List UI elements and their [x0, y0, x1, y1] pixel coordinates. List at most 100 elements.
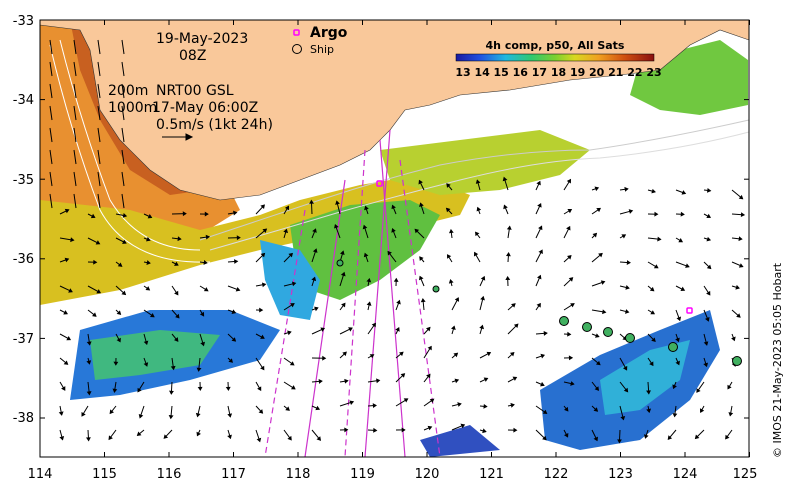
current-vector-head	[109, 409, 114, 415]
current-vector	[121, 105, 125, 121]
current-vector-head	[646, 390, 651, 395]
x-axis-labels: 114 115 116 117 118 119 120 121 122 123 …	[28, 467, 758, 482]
ship-marker[interactable]	[603, 327, 613, 337]
current-vector	[49, 171, 53, 187]
current-vector-head	[387, 250, 392, 256]
argo-float[interactable]	[686, 307, 693, 314]
current-vector-head	[542, 435, 547, 441]
current-vector-head	[593, 407, 599, 412]
current-vector-head	[342, 351, 347, 357]
current-vector-head	[536, 180, 541, 186]
colorbar-tick-label: 20	[589, 66, 605, 79]
current-vector-head	[145, 286, 151, 291]
current-vector-head	[287, 330, 292, 336]
lon-tick-label: 118	[286, 467, 311, 482]
current-vector-head	[147, 213, 153, 219]
current-vector-head	[290, 385, 296, 390]
current-vector-head	[419, 202, 424, 208]
current-vector-head	[399, 351, 404, 357]
current-vector-head	[372, 403, 377, 409]
current-vector-head	[564, 406, 569, 412]
argo-float[interactable]	[376, 180, 383, 187]
current-vectors	[49, 39, 746, 444]
current-vector-head	[200, 341, 205, 347]
current-vector-head	[314, 306, 319, 312]
current-vector	[121, 127, 125, 143]
current-vector-head	[675, 337, 680, 343]
current-vector-head	[595, 360, 601, 366]
current-vector-head	[475, 179, 481, 184]
current-vector-head	[594, 186, 600, 192]
lat-tick-label: -38	[13, 411, 34, 426]
current-vector-head	[703, 341, 709, 346]
current-vector-head	[174, 337, 179, 342]
colorbar-tick-label: 13	[455, 66, 470, 79]
ship-marker[interactable]	[582, 322, 592, 332]
isobath-contours	[49, 39, 750, 263]
current-vector-head	[163, 434, 169, 439]
current-vector	[49, 61, 53, 77]
current-vector-head	[117, 262, 123, 267]
colorbar-tick-label: 14	[474, 66, 490, 79]
current-vector-head	[735, 284, 740, 290]
lat-tick-label: -35	[13, 173, 34, 188]
current-vector-head	[704, 316, 710, 322]
current-vector-head	[512, 376, 518, 381]
current-vector-head	[425, 326, 431, 332]
current-vector-head	[61, 386, 66, 391]
ship-marker[interactable]	[432, 285, 440, 293]
colorbar-tick-label: 17	[532, 66, 547, 79]
current-vector-head	[369, 354, 375, 359]
current-vector-head	[706, 236, 712, 242]
current-vector-head	[121, 290, 127, 296]
current-vector-head	[64, 257, 70, 263]
sst-cyan-filament	[260, 240, 320, 320]
current-vector-head	[257, 386, 262, 392]
current-vector-head	[309, 199, 315, 204]
ship-marker[interactable]	[732, 356, 742, 366]
current-vector-head	[403, 398, 409, 403]
current-vector	[73, 127, 77, 143]
current-vector-head	[457, 402, 462, 407]
current-vector	[73, 61, 77, 77]
current-vector-head	[196, 367, 202, 372]
current-vector-head	[59, 435, 65, 441]
current-vector-head	[344, 378, 349, 384]
current-vector-head	[486, 351, 492, 357]
current-vector	[121, 83, 125, 99]
current-vector-head	[81, 412, 86, 417]
current-vector-head	[197, 386, 203, 391]
current-vector-head	[570, 381, 575, 386]
current-vector-head	[617, 439, 622, 444]
current-vector-head	[116, 310, 122, 315]
current-vector-head	[138, 413, 144, 419]
current-vector-head	[476, 206, 482, 212]
current-vector-head	[312, 248, 318, 253]
current-vector-head	[596, 207, 601, 213]
current-vector-head	[316, 436, 322, 441]
current-vector-head	[414, 228, 420, 234]
colorbar-tick-label: 19	[570, 66, 585, 79]
current-vector-head	[258, 409, 264, 414]
current-vector-head	[676, 316, 682, 322]
current-vector-head	[427, 345, 432, 351]
current-vector-head	[95, 240, 101, 245]
ship-marker[interactable]	[559, 316, 569, 326]
current-vector-head	[625, 285, 630, 290]
current-vector-head	[651, 188, 656, 194]
ship-marker[interactable]	[625, 333, 635, 343]
current-vector-head	[182, 211, 187, 217]
current-vector-head	[320, 327, 326, 332]
current-vector-head	[227, 434, 232, 440]
current-vector-head	[513, 323, 519, 329]
ship-marker[interactable]	[668, 342, 678, 352]
current-vector-head	[113, 361, 119, 366]
current-vector-head	[681, 190, 687, 195]
current-vector-head	[537, 274, 542, 280]
ship-marker[interactable]	[336, 259, 344, 267]
current-vector-head	[696, 388, 701, 393]
current-vector-head	[706, 187, 712, 193]
current-vector-head	[235, 287, 241, 292]
current-vector-head	[653, 264, 659, 269]
